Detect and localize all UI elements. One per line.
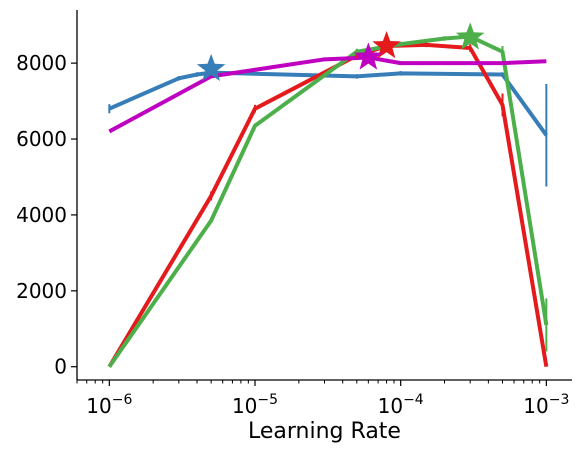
x-tick-label: 10−4	[378, 392, 424, 418]
y-tick-label: 4000	[16, 203, 67, 227]
plot-lines	[107, 34, 549, 368]
series-line-1	[107, 42, 549, 368]
best-star-0	[196, 53, 226, 81]
x-tick-base: 10	[378, 394, 403, 418]
x-axis-ticks: 10−6 10−5 10−4 10−3	[76, 380, 569, 418]
y-tick-label: 6000	[16, 127, 67, 151]
y-tick-label: 8000	[16, 51, 67, 75]
x-tick-exponent: −3	[549, 392, 570, 408]
x-tick-base: 10	[232, 394, 257, 418]
y-tick-label: 2000	[16, 279, 67, 303]
best-markers	[196, 22, 485, 81]
best-star-3	[354, 42, 383, 70]
best-star-1	[372, 31, 401, 59]
x-tick-base: 10	[86, 394, 111, 418]
x-tick-base: 10	[523, 394, 548, 418]
best-star-2	[455, 22, 485, 50]
series-line-0	[108, 70, 548, 137]
series-line-2	[107, 34, 549, 368]
x-axis-title: Learning Rate	[248, 419, 401, 444]
x-tick-label: 10−6	[86, 392, 132, 418]
y-axis-ticks: 0 2000 4000 6000 8000	[16, 51, 77, 379]
x-tick-exponent: −5	[257, 392, 278, 408]
x-tick-exponent: −4	[403, 392, 424, 408]
x-tick-exponent: −6	[112, 392, 133, 408]
x-tick-label: 10−5	[232, 392, 278, 418]
x-tick-label: 10−3	[523, 392, 569, 418]
y-tick-label: 0	[54, 355, 67, 379]
